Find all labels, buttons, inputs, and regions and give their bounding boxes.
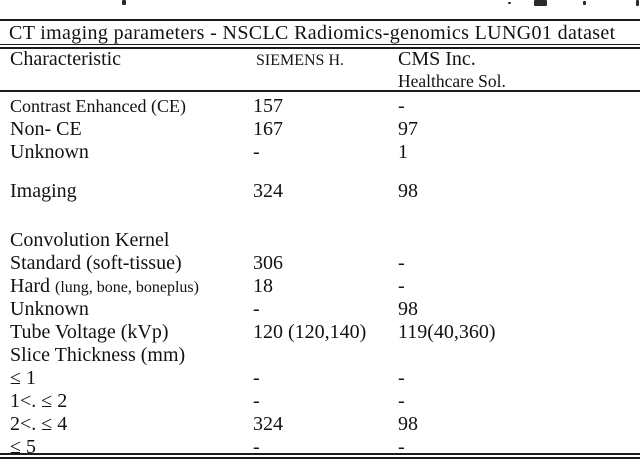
column-header-cms: CMS Inc. (398, 48, 476, 70)
row-label: ≤ 5 (10, 436, 36, 458)
row-label-note: (lung, bone, boneplus) (54, 279, 199, 296)
cms-value: - (398, 367, 405, 389)
row-label: Non- CE (10, 118, 82, 140)
cms-value: - (398, 95, 405, 117)
table-bottom-rule-lower (0, 457, 640, 459)
table-row: Standard (soft-tissue) 306 - (0, 252, 640, 275)
siemens-value: - (253, 390, 260, 412)
row-label: ≤ 1 (10, 367, 36, 389)
row-label: Tube Voltage (kVp) (10, 321, 169, 343)
siemens-value: - (253, 298, 260, 320)
title-double-rule-lower (0, 47, 640, 49)
cropped-caption-fragment (534, 0, 547, 6)
siemens-value: - (253, 141, 260, 163)
siemens-value: - (253, 436, 260, 458)
row-label: Contrast Enhanced (CE) (10, 96, 186, 116)
table-row: Tube Voltage (kVp) 120 (120,140) 119(40,… (0, 321, 640, 344)
column-header-characteristic: Characteristic (10, 48, 122, 70)
title-double-rule-upper (0, 43, 640, 46)
table-row: 2<. ≤ 4 324 98 (0, 413, 640, 436)
siemens-value: 324 (253, 413, 283, 435)
row-label: Imaging (10, 180, 77, 202)
cms-value: 119(40,360) (398, 321, 496, 343)
cms-value: 97 (398, 118, 418, 140)
table-row: Slice Thickness (mm) (0, 344, 640, 367)
cms-value: - (398, 390, 405, 412)
cms-value: 98 (398, 298, 418, 320)
siemens-value: - (253, 367, 260, 389)
cms-value: - (398, 436, 405, 458)
row-label: Hard (lung, bone, boneplus) (10, 275, 199, 297)
row-label: 1<. ≤ 2 (10, 390, 68, 412)
siemens-value: 18 (253, 275, 273, 297)
cropped-caption-fragment (636, 0, 639, 6)
table-title: CT imaging parameters - NSCLC Radiomics-… (9, 22, 616, 44)
row-label: Convolution Kernel (10, 229, 170, 251)
row-label: Unknown (10, 298, 89, 320)
siemens-value: 324 (253, 180, 283, 202)
table-row: Unknown - 98 (0, 298, 640, 321)
table-row: Convolution Kernel (0, 229, 640, 252)
table-row: Imaging 324 98 (0, 180, 640, 203)
table-row: ≤ 1 - - (0, 367, 640, 390)
siemens-value: 167 (253, 118, 283, 140)
column-header-cms-line2: Healthcare Sol. (398, 71, 506, 91)
siemens-value: 306 (253, 252, 283, 274)
table-row: Unknown - 1 (0, 141, 640, 164)
cms-value: - (398, 275, 405, 297)
row-label: Slice Thickness (mm) (10, 344, 186, 366)
column-header-siemens: SIEMENS H. (256, 52, 345, 69)
cms-value: - (398, 252, 405, 274)
header-bottom-rule (0, 89, 640, 92)
row-label: Standard (soft-tissue) (10, 252, 182, 274)
table-bottom-rule-upper (0, 453, 640, 455)
cms-value: 1 (398, 141, 408, 163)
table-row: 1<. ≤ 2 - - (0, 390, 640, 413)
table-row: Hard (lung, bone, boneplus) 18 - (0, 275, 640, 298)
cropped-caption-fragment (122, 0, 126, 5)
cropped-caption-fragment (508, 2, 511, 4)
cms-value: 98 (398, 180, 418, 202)
table-row: ≤ 5 - - (0, 436, 640, 459)
cropped-caption-fragment (583, 1, 586, 5)
row-label: 2<. ≤ 4 (10, 413, 68, 435)
siemens-value: 120 (120,140) (253, 321, 367, 343)
table-top-rule (0, 19, 640, 21)
cms-value: 98 (398, 413, 418, 435)
row-label: Unknown (10, 141, 89, 163)
table-row: Non- CE 167 97 (0, 118, 640, 141)
table-row: Contrast Enhanced (CE) 157 - (0, 95, 640, 118)
siemens-value: 157 (253, 95, 283, 117)
